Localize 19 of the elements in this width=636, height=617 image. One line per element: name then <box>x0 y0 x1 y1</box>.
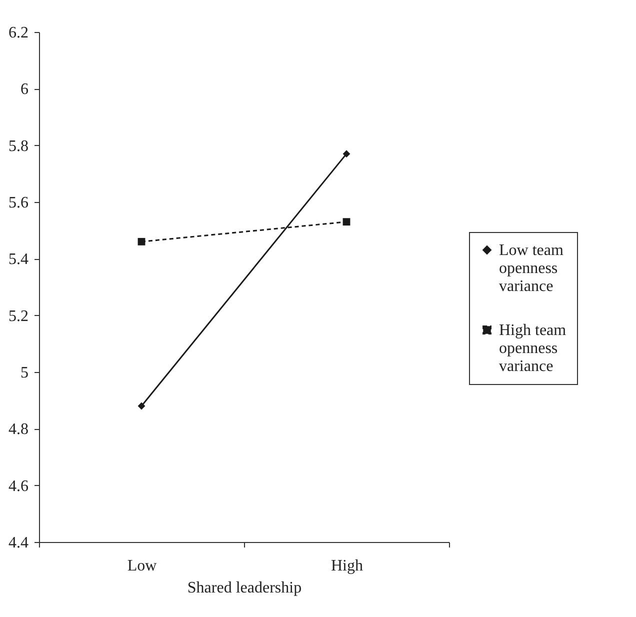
y-tick-label: 6.2 <box>8 24 28 42</box>
point <box>342 218 350 226</box>
point <box>342 150 350 158</box>
point <box>138 238 146 246</box>
y-tick-label: 5 <box>20 364 28 382</box>
y-tick-label: 5.6 <box>8 194 28 212</box>
legend-label: Low team openness variance <box>499 242 564 295</box>
y-tick-label: 4.6 <box>8 478 28 495</box>
y-tick-label: 4.8 <box>8 421 28 438</box>
point <box>138 402 146 410</box>
x-axis-title: Shared leadership <box>187 580 302 596</box>
y-tick-label: 4.4 <box>8 534 28 552</box>
legend-label: High team openness variance <box>499 322 567 375</box>
y-tick-label: 5.4 <box>8 251 28 268</box>
y-tick-label: 5.8 <box>8 138 28 155</box>
x-tick-label: High <box>331 558 363 574</box>
x-tick-label: Low <box>127 558 158 574</box>
y-tick-label: 5.2 <box>8 308 28 325</box>
y-tick-label: 6 <box>20 81 28 98</box>
